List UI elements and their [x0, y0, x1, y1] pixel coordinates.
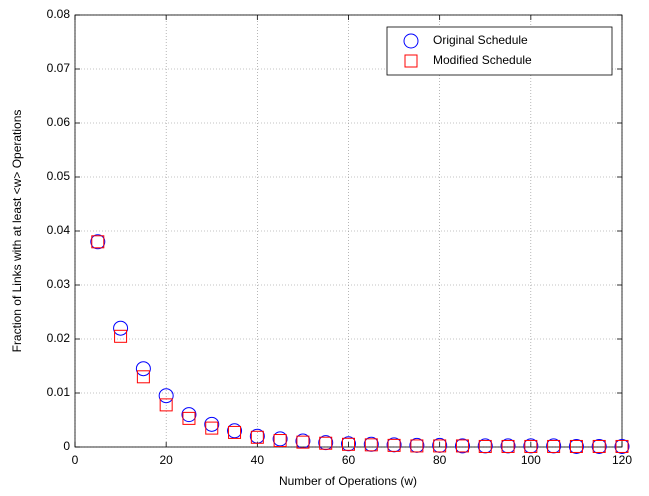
point — [114, 329, 128, 343]
point — [569, 439, 583, 453]
point — [387, 438, 401, 452]
y-tick-label: 0.08 — [47, 7, 71, 21]
point — [455, 439, 469, 453]
point — [296, 435, 310, 449]
x-axis-label: Number of Operations (w) — [279, 474, 417, 488]
x-tick-label: 0 — [72, 453, 79, 467]
point — [614, 438, 630, 454]
point — [568, 438, 584, 454]
y-tick-label: 0.07 — [47, 61, 71, 75]
y-tick-label: 0.05 — [47, 169, 71, 183]
point — [250, 430, 264, 444]
y-axis-label: Fraction of Links with at least <w> Oper… — [10, 110, 24, 353]
point — [524, 439, 538, 453]
point — [410, 439, 424, 453]
point — [272, 431, 288, 447]
y-tick-label: 0 — [63, 439, 70, 453]
x-tick-label: 80 — [433, 453, 447, 467]
y-tick-label: 0.03 — [47, 277, 71, 291]
x-tick-label: 100 — [521, 453, 541, 467]
legend-marker — [403, 33, 419, 49]
point — [90, 234, 106, 250]
x-tick-label: 40 — [251, 453, 265, 467]
point — [433, 439, 447, 453]
point — [615, 439, 629, 453]
point — [547, 439, 561, 453]
point — [592, 439, 606, 453]
legend-box — [386, 26, 613, 76]
legend-marker — [404, 54, 418, 68]
y-tick-label: 0.02 — [47, 331, 71, 345]
point — [136, 370, 150, 384]
legend-label: Original Schedule — [433, 33, 528, 47]
y-tick-label: 0.01 — [47, 385, 71, 399]
x-tick-label: 60 — [342, 453, 356, 467]
point — [342, 437, 355, 451]
point — [454, 438, 470, 454]
y-tick-label: 0.06 — [47, 115, 71, 129]
point — [501, 439, 515, 453]
point — [159, 398, 173, 412]
point — [113, 320, 129, 336]
point — [319, 436, 333, 450]
legend-label: Modified Schedule — [433, 53, 532, 67]
point — [478, 439, 492, 453]
x-tick-label: 120 — [612, 453, 632, 467]
x-tick-label: 20 — [159, 453, 173, 467]
point — [181, 407, 197, 423]
y-tick-label: 0.04 — [47, 223, 71, 237]
point — [204, 416, 220, 432]
point — [205, 421, 219, 435]
point — [364, 438, 378, 452]
point — [182, 411, 196, 425]
point — [158, 388, 174, 404]
point — [91, 235, 105, 249]
point — [591, 438, 607, 454]
point — [227, 423, 243, 439]
point — [273, 434, 287, 448]
plot-frame — [74, 14, 623, 448]
point — [228, 425, 242, 439]
point — [135, 361, 151, 377]
